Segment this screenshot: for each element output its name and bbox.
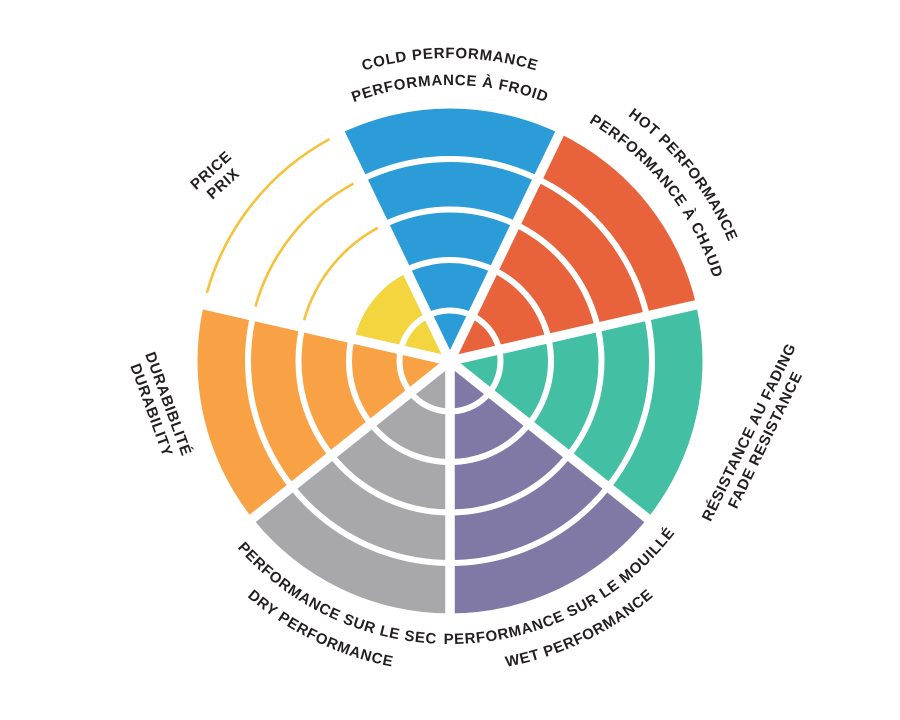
sector-hot: [450, 133, 697, 361]
label-price: PRICEPRIX: [187, 148, 247, 207]
sector-gap: [245, 357, 453, 526]
label-cold: COLD PERFORMANCE: [360, 45, 540, 74]
sector-dry: [252, 361, 450, 614]
sector-gap: [447, 357, 655, 526]
label-fade-line1: RÉSISTANCE AU FADING: [699, 341, 800, 524]
label-durability: DURABIBLITÉDURABILITY: [124, 350, 194, 465]
unfilled-ring-outline-price: [302, 226, 379, 321]
sector-gap: [333, 126, 455, 364]
sector-wet: [450, 361, 648, 614]
label-cold: PERFORMANCE À FROID: [349, 72, 550, 106]
label-cold-line1: COLD PERFORMANCE: [360, 45, 539, 74]
unfilled-ring-outline-price: [254, 182, 355, 307]
label-cold-line2: PERFORMANCE À FROID: [349, 72, 550, 106]
sector-durability: [197, 304, 450, 519]
unfilled-ring-outline-price: [205, 137, 331, 294]
sector-fade: [450, 304, 703, 519]
sector-gap: [445, 126, 567, 364]
sector-gap: [448, 298, 703, 366]
sector-cold: [340, 108, 560, 361]
sector-gap: [197, 298, 452, 366]
label-fade: RÉSISTANCE AU FADINGFADE RESISTANCE: [699, 341, 816, 532]
